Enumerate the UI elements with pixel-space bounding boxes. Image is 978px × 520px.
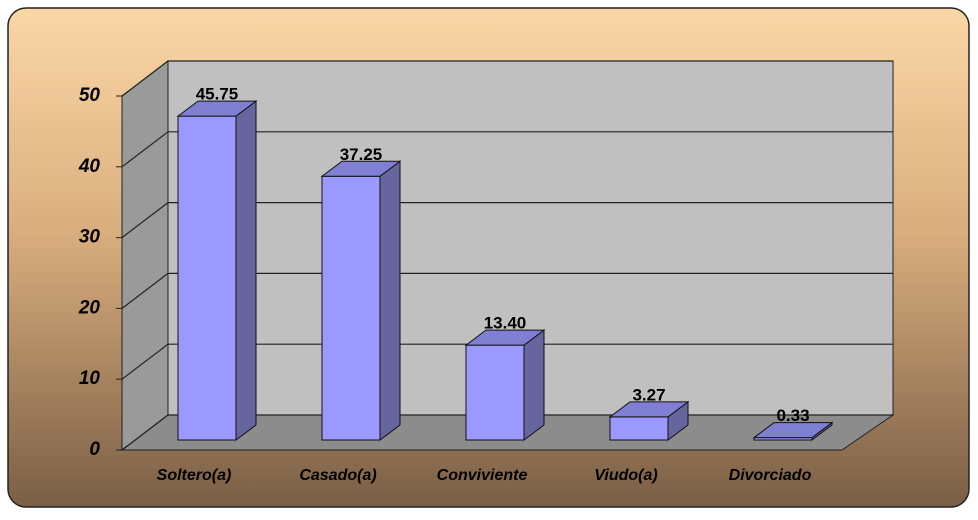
bar-side <box>379 160 401 441</box>
value-label: 3.27 <box>632 385 665 404</box>
bar-side <box>235 100 257 441</box>
bar <box>321 175 381 441</box>
bar-top <box>608 401 690 418</box>
y-tick-label: 20 <box>78 297 101 318</box>
y-tick-label: 40 <box>78 156 101 177</box>
x-tick-label: Viudo(a) <box>594 467 657 484</box>
bar-top <box>752 422 834 439</box>
bar-top <box>176 100 258 117</box>
x-tick-label: Conviviente <box>437 467 528 484</box>
grid-line <box>121 131 893 168</box>
y-tick-label: 30 <box>79 227 101 248</box>
x-tick-label: Divorciado <box>729 467 812 484</box>
y-tick-label: 10 <box>79 368 101 389</box>
value-label: 37.25 <box>340 145 383 164</box>
bar <box>465 344 525 441</box>
grid-line <box>121 272 893 309</box>
bar-top <box>464 329 546 346</box>
value-label: 45.75 <box>196 85 239 104</box>
bar-top <box>320 160 402 177</box>
bar <box>609 416 669 441</box>
grid-line <box>121 343 893 380</box>
x-tick-label: Soltero(a) <box>157 467 232 484</box>
side-wall <box>121 59 169 452</box>
bar-side <box>523 329 545 441</box>
value-label: 13.40 <box>484 314 527 333</box>
x-tick-label: Casado(a) <box>299 467 376 484</box>
plot-area: 0 10 20 30 40 50 Soltero(a) 45.75 Casado(a) 37.25… <box>78 59 895 484</box>
bar <box>177 115 237 441</box>
grid-line <box>121 60 893 97</box>
y-tick-label: 0 <box>89 439 100 460</box>
grid-line <box>121 202 893 239</box>
y-tick-label: 50 <box>79 85 101 106</box>
value-label: 0.33 <box>776 406 809 425</box>
